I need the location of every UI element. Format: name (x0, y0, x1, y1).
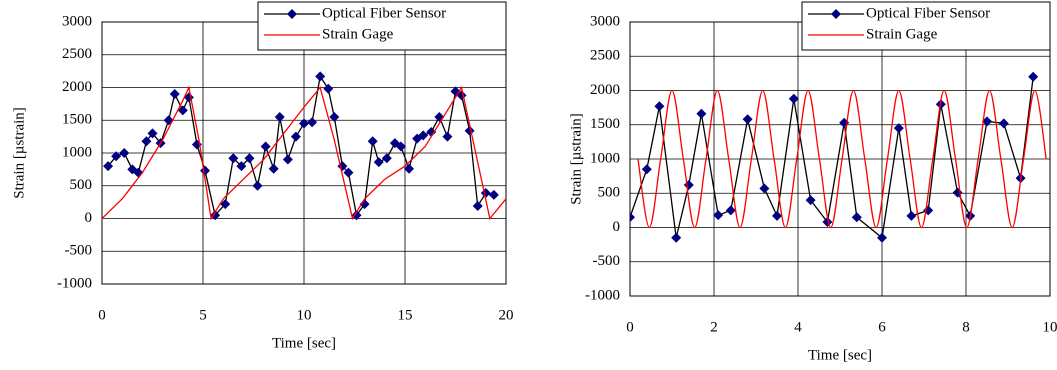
x-tick-label: 8 (962, 319, 970, 335)
x-axis-title: Time [sec] (272, 335, 336, 351)
legend-label: Optical Fiber Sensor (866, 5, 990, 21)
x-tick-label: 0 (626, 319, 634, 335)
legend-label: Strain Gage (866, 26, 938, 42)
x-tick-label: 2 (710, 319, 718, 335)
legend-label: Strain Gage (322, 26, 394, 42)
x-tick-label: 6 (878, 319, 886, 335)
legend: Optical Fiber Sensor Strain Gage (258, 2, 506, 50)
y-tick-label: 0 (85, 210, 93, 226)
y-tick-label: -500 (593, 253, 621, 269)
y-tick-label: 1500 (590, 116, 620, 132)
y-tick-label: 2000 (590, 82, 620, 98)
y-tick-label: 3000 (590, 13, 620, 29)
y-tick-label: -1000 (57, 275, 92, 291)
y-axis-title: Strain [µstrain] (11, 107, 27, 199)
chart: -1000 -500 0 500 1000 1500 2000 2500 3000 0 2 4 6 8 10… (568, 2, 1057, 363)
x-tick-label: 10 (1043, 319, 1057, 335)
chart: -1000 -500 0 500 1000 1500 2000 2500 3000 0 5 10 15 2… (11, 2, 513, 351)
y-tick-label: -1000 (585, 287, 620, 303)
x-tick-label: 15 (398, 307, 413, 323)
y-tick-label: 2500 (590, 48, 620, 64)
y-tick-label: -500 (65, 243, 93, 259)
y-tick-label: 3000 (62, 13, 92, 29)
legend: Optical Fiber Sensor Strain Gage (802, 2, 1050, 50)
x-tick-label: 10 (297, 307, 312, 323)
y-tick-label: 2000 (62, 79, 92, 95)
y-tick-label: 2500 (62, 46, 92, 62)
x-tick-label: 0 (98, 307, 106, 323)
x-tick-label: 20 (499, 307, 514, 323)
x-tick-label: 4 (794, 319, 802, 335)
y-tick-label: 500 (70, 177, 93, 193)
y-axis-title: Strain [µstrain] (568, 113, 584, 205)
y-tick-label: 1500 (62, 112, 92, 128)
x-axis-title: Time [sec] (808, 347, 872, 363)
y-tick-label: 1000 (590, 150, 620, 166)
y-tick-label: 0 (613, 219, 621, 235)
y-tick-label: 500 (598, 185, 621, 201)
x-tick-label: 5 (199, 307, 207, 323)
y-tick-label: 1000 (62, 144, 92, 160)
legend-label: Optical Fiber Sensor (322, 5, 446, 21)
